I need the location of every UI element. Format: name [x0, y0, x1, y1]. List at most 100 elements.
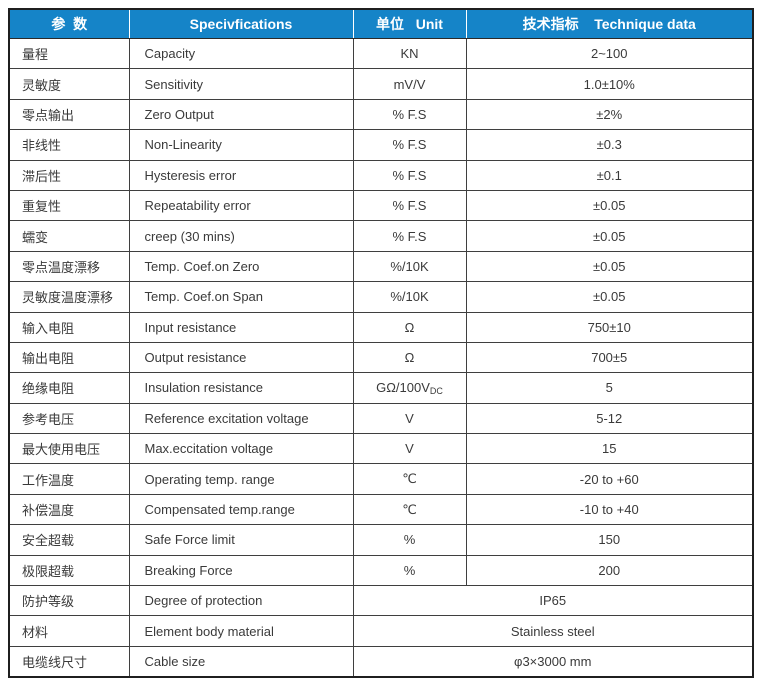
- param-cn-cell: 材料: [8, 615, 130, 647]
- table-row: 安全超载 Safe Force limit% 150: [8, 524, 754, 556]
- table-row: 零点温度漂移 Temp. Coef.on Zero %/10K ±0.05: [8, 250, 754, 283]
- value-cell: 750±10: [465, 311, 754, 343]
- table-row: 绝缘电阻 Insulation resistance GΩ/100VDC 5: [8, 372, 754, 404]
- spec-en-cell: Non-Linearity: [128, 129, 354, 161]
- spec-table-body: 量程 Capacity KN 2~100 灵敏度 Sensitivity mV/V 1.0±1…: [8, 37, 754, 678]
- value-cell: ±2%: [465, 98, 754, 131]
- param-cn-cell: 输出电阻: [8, 341, 130, 374]
- table-row: 灵敏度温度漂移 Temp. Coef.on Span %/10K ±0.05: [8, 281, 754, 313]
- specification-table: 参 数 Specivfications 单位 Unit 技术指标 Techniq…: [8, 8, 754, 679]
- unit-cell: % F.S: [352, 189, 467, 222]
- unit-cell: Ω: [352, 311, 467, 343]
- table-row: 防护等级 Degree of protection IP65: [8, 585, 754, 617]
- unit-text: % F.S: [392, 167, 427, 183]
- value-cell: 5-12: [465, 402, 754, 435]
- param-cn-cell: 蠕变: [8, 220, 130, 252]
- param-cn-cell: 输入电阻: [8, 311, 130, 343]
- unit-text: V: [405, 410, 414, 426]
- unit-cell: % F.S: [352, 129, 467, 161]
- param-cn-cell: 参考电压: [8, 402, 130, 435]
- unit-text: % F.S: [392, 137, 427, 153]
- table-row: 非线性 Non-Linearity % F.S ±0.3: [8, 129, 754, 161]
- param-cn-cell: 绝缘电阻: [8, 372, 130, 404]
- value-cell: ±0.05: [465, 281, 754, 313]
- spec-en-cell: Output resistance: [128, 341, 354, 374]
- spec-en-cell: Repeatability error: [128, 189, 354, 222]
- table-row: 极限超载 Breaking Force% 200: [8, 554, 754, 587]
- unit-text: KN: [400, 46, 419, 62]
- param-cn-cell: 零点温度漂移: [8, 250, 130, 283]
- unit-cell: V: [352, 433, 467, 465]
- table-row: 电缆线尺寸 Cable size φ3×3000 mm: [8, 645, 754, 678]
- param-cn-cell: 重复性: [8, 189, 130, 222]
- spec-en-cell: Reference excitation voltage: [128, 402, 354, 435]
- unit-cell: % F.S: [352, 159, 467, 191]
- table-row: 最大使用电压 Max.eccitation voltage V 15: [8, 433, 754, 465]
- unit-text: Ω: [404, 319, 415, 335]
- spec-en-cell: Input resistance: [128, 311, 354, 343]
- unit-cell: GΩ/100VDC: [352, 372, 467, 404]
- spec-en-cell: creep (30 mins): [128, 220, 354, 252]
- spec-en-cell: Cable size: [128, 645, 354, 678]
- value-cell: ±0.3: [465, 129, 754, 161]
- param-cn-cell: 零点输出: [8, 98, 130, 131]
- table-row: 输入电阻 Input resistance Ω 750±10: [8, 311, 754, 343]
- table-row: 滞后性 Hysteresis error % F.S ±0.1: [8, 159, 754, 191]
- spec-en-cell: Degree of protection: [128, 585, 354, 617]
- unit-text: ℃: [402, 471, 417, 487]
- unit-text: Ω: [404, 350, 415, 366]
- unit-cell: %: [352, 524, 467, 556]
- value-cell: 200: [465, 554, 754, 587]
- value-cell: 15: [465, 433, 754, 465]
- unit-cell: ℃: [352, 493, 467, 526]
- table-row: 参考电压 Reference excitation voltage V 5-12: [8, 402, 754, 435]
- spec-en-cell: Safe Force limit: [128, 524, 354, 556]
- spec-en-cell: Compensated temp.range: [128, 493, 354, 526]
- value-cell-merged: φ3×3000 mm: [352, 645, 754, 678]
- unit-cell: Ω: [352, 341, 467, 374]
- spec-en-cell: Sensitivity: [128, 68, 354, 100]
- param-cn-cell: 工作温度: [8, 463, 130, 495]
- spec-table-header: 参 数 Specivfications 单位 Unit 技术指标 Techniq…: [9, 9, 753, 39]
- unit-text: % F.S: [392, 106, 427, 122]
- spec-en-cell: Insulation resistance: [128, 372, 354, 404]
- value-cell: 2~100: [465, 37, 754, 70]
- value-cell: ±0.1: [465, 159, 754, 191]
- header-row: 参 数 Specivfications 单位 Unit 技术指标 Techniq…: [9, 9, 753, 39]
- value-cell: 150: [465, 524, 754, 556]
- param-cn-cell: 非线性: [8, 129, 130, 161]
- unit-subscript: DC: [429, 386, 443, 397]
- param-cn-cell: 电缆线尺寸: [8, 645, 130, 678]
- spec-en-cell: Operating temp. range: [128, 463, 354, 495]
- table-row: 蠕变 creep (30 mins) % F.S ±0.05: [8, 220, 754, 252]
- spec-en-cell: Temp. Coef.on Zero: [128, 250, 354, 283]
- value-cell: ±0.05: [465, 220, 754, 252]
- header-specifications: Specivfications: [129, 9, 354, 39]
- unit-cell: ℃: [352, 463, 467, 495]
- value-cell: 700±5: [465, 341, 754, 374]
- spec-en-cell: Temp. Coef.on Span: [128, 281, 354, 313]
- param-cn-cell: 极限超载: [8, 554, 130, 587]
- unit-cell: %/10K: [352, 281, 467, 313]
- header-unit: 单位 Unit: [353, 9, 467, 39]
- param-cn-cell: 补偿温度: [8, 493, 130, 526]
- unit-text: %: [403, 562, 416, 578]
- header-technique-data: 技术指标 Technique data: [466, 9, 753, 39]
- unit-text: %/10K: [390, 258, 429, 274]
- unit-cell: % F.S: [352, 220, 467, 252]
- unit-text: V: [405, 441, 414, 457]
- table-row: 材料 Element body material Stainless steel: [8, 615, 754, 647]
- value-cell: ±0.05: [465, 250, 754, 283]
- table-row: 重复性 Repeatability error % F.S ±0.05: [8, 189, 754, 222]
- param-cn-cell: 最大使用电压: [8, 433, 130, 465]
- unit-text: %: [403, 532, 416, 548]
- table-row: 量程 Capacity KN 2~100: [8, 37, 754, 70]
- param-cn-cell: 灵敏度温度漂移: [8, 281, 130, 313]
- table-row: 零点输出 Zero Output % F.S ±2%: [8, 98, 754, 131]
- unit-text: % F.S: [392, 198, 427, 214]
- param-cn-cell: 灵敏度: [8, 68, 130, 100]
- value-cell: -20 to +60: [465, 463, 754, 495]
- value-cell: 5: [465, 372, 754, 404]
- value-cell-merged: Stainless steel: [352, 615, 754, 647]
